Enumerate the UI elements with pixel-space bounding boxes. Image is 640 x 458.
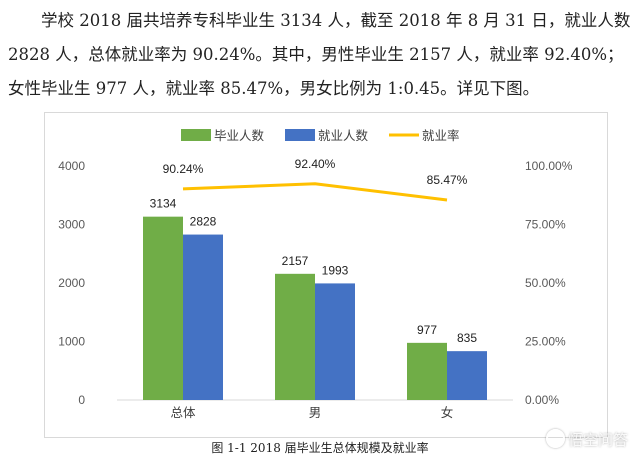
legend-swatch xyxy=(181,129,211,141)
line-就业率 xyxy=(182,182,448,202)
bar-value-label: 977 xyxy=(417,323,437,337)
bar-value-label: 2157 xyxy=(282,254,309,268)
bar-value-label: 1993 xyxy=(322,263,349,277)
left-axis-tick-label: 1000 xyxy=(58,335,85,349)
left-axis-tick-label: 3000 xyxy=(58,218,85,232)
watermark: 悟空问答 xyxy=(545,429,628,450)
legend-label: 就业人数 xyxy=(318,128,369,143)
category-label: 男 xyxy=(309,405,322,420)
legend-label: 就业率 xyxy=(422,128,460,143)
bar-value-label: 3134 xyxy=(150,197,177,211)
category-label: 女 xyxy=(441,405,454,420)
paragraph-line-3: 女性毕业生 977 人，就业率 85.47%，男女比例为 1:0.45。详见下图… xyxy=(8,79,540,98)
left-axis-tick-label: 4000 xyxy=(58,159,85,173)
bar-毕业人数 xyxy=(275,273,315,400)
rate-value-label: 92.40% xyxy=(295,157,336,171)
employment-chart: 0 1000 2000 3000 4000 0.00% 25.00% 50.00% 75.00%… xyxy=(58,128,573,420)
right-axis-tick-label: 50.00% xyxy=(525,276,566,290)
right-axis-tick-label: 0.00% xyxy=(525,393,559,407)
rate-value-label: 90.24% xyxy=(163,162,204,176)
bar-value-label: 2828 xyxy=(190,215,217,229)
left-axis-tick-label: 0 xyxy=(78,393,85,407)
bar-毕业人数 xyxy=(407,342,447,400)
rate-value-label: 85.47% xyxy=(427,173,468,187)
intro-paragraph: 学校 2018 届共培养专科毕业生 3134 人，截至 2018 年 8 月 3… xyxy=(8,4,634,106)
bar-value-label: 835 xyxy=(457,331,477,345)
category-label: 总体 xyxy=(170,405,196,420)
watermark-logo-icon xyxy=(545,429,565,448)
chart-frame: 0 1000 2000 3000 4000 0.00% 25.00% 50.00% 75.00%… xyxy=(44,112,608,438)
paragraph-line-2: 2828 人，总体就业率为 90.24%。其中，男性毕业生 2157 人，就业率… xyxy=(8,45,624,64)
left-axis-tick-label: 2000 xyxy=(58,276,85,290)
legend-swatch xyxy=(285,129,315,141)
bar-就业人数 xyxy=(315,283,355,400)
bar-就业人数 xyxy=(447,351,487,400)
bar-就业人数 xyxy=(183,234,223,400)
figure-caption: 图 1-1 2018 届毕业生总体规模及就业率 xyxy=(211,441,429,455)
paragraph-line-1: 学校 2018 届共培养专科毕业生 3134 人，截至 2018 年 8 月 3… xyxy=(41,11,631,30)
legend-label: 毕业人数 xyxy=(214,128,265,143)
right-axis-tick-label: 75.00% xyxy=(525,218,566,232)
right-axis-tick-label: 25.00% xyxy=(525,335,566,349)
right-axis-tick-label: 100.00% xyxy=(525,159,573,173)
bar-毕业人数 xyxy=(143,216,183,400)
